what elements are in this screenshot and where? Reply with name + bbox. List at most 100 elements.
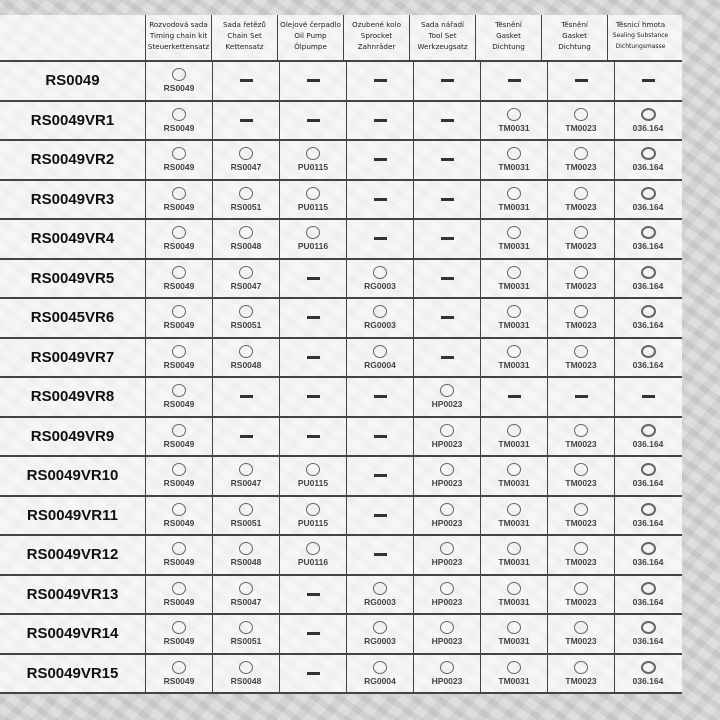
part-number[interactable]: TM0031 [498, 122, 530, 133]
part-number[interactable]: RG0003 [364, 320, 396, 331]
part-number[interactable]: RS0049 [163, 596, 195, 607]
part-number[interactable]: TM0023 [565, 675, 597, 686]
part-number[interactable]: RG0003 [364, 636, 396, 647]
part-number[interactable]: RG0004 [364, 359, 396, 370]
part-number[interactable]: TM0031 [498, 478, 530, 489]
part-number[interactable]: RS0048 [230, 241, 262, 252]
part-number[interactable]: RS0051 [230, 201, 262, 212]
part-number[interactable]: TM0031 [498, 675, 530, 686]
part-number[interactable]: RS0048 [230, 675, 262, 686]
part-number[interactable]: RS0049 [163, 320, 195, 331]
part-number[interactable]: RS0049 [163, 557, 195, 568]
part-number[interactable]: RS0051 [230, 636, 262, 647]
part-number[interactable]: PU0116 [297, 241, 329, 252]
part-number[interactable]: 036.164 [632, 438, 664, 449]
kit-number[interactable]: RS0049VR8 [30, 388, 115, 406]
part-number[interactable]: TM0023 [565, 201, 597, 212]
part-number[interactable]: RS0049 [163, 636, 195, 647]
kit-number[interactable]: RS0045VR6 [30, 309, 115, 327]
part-number[interactable]: TM0023 [565, 241, 597, 252]
kit-number[interactable]: RS0049VR14 [26, 625, 119, 643]
part-number[interactable]: TM0023 [565, 596, 597, 607]
part-number[interactable]: RS0049 [163, 438, 195, 449]
part-number[interactable]: 036.164 [632, 241, 664, 252]
part-number[interactable]: 036.164 [632, 162, 664, 173]
part-number[interactable]: 036.164 [632, 478, 664, 489]
part-number[interactable]: TM0023 [565, 320, 597, 331]
part-number[interactable]: RS0051 [230, 320, 262, 331]
kit-number[interactable]: RS0049VR10 [26, 467, 119, 485]
part-number[interactable]: RG0003 [364, 280, 396, 291]
part-number[interactable]: TM0031 [498, 438, 530, 449]
part-number[interactable]: TM0031 [498, 557, 530, 568]
kit-number[interactable]: RS0049VR5 [30, 269, 115, 287]
part-number[interactable]: RS0049 [163, 675, 195, 686]
part-number[interactable]: 036.164 [632, 557, 664, 568]
part-number[interactable]: RG0004 [364, 675, 396, 686]
part-number[interactable]: 036.164 [632, 596, 664, 607]
part-number[interactable]: TM0031 [498, 241, 530, 252]
part-number[interactable]: RS0049 [163, 83, 195, 94]
part-number[interactable]: RS0047 [230, 478, 262, 489]
part-number[interactable]: RS0049 [163, 280, 195, 291]
part-number[interactable]: TM0031 [498, 162, 530, 173]
part-number[interactable]: RS0047 [230, 596, 262, 607]
part-number[interactable]: PU0116 [297, 557, 329, 568]
part-number[interactable]: TM0031 [498, 517, 530, 528]
part-number[interactable]: TM0031 [498, 596, 530, 607]
part-number[interactable]: HP0023 [431, 675, 463, 686]
part-number[interactable]: RG0003 [364, 596, 396, 607]
kit-number[interactable]: RS0049VR2 [30, 151, 115, 169]
part-number[interactable]: RS0051 [230, 517, 262, 528]
part-number[interactable]: RS0047 [230, 162, 262, 173]
part-number[interactable]: PU0115 [297, 201, 329, 212]
part-number[interactable]: 036.164 [632, 201, 664, 212]
part-number[interactable]: TM0023 [565, 280, 597, 291]
part-number[interactable]: RS0049 [163, 201, 195, 212]
part-number[interactable]: RS0049 [163, 122, 195, 133]
kit-number[interactable]: RS0049VR13 [26, 585, 119, 603]
part-number[interactable]: RS0049 [163, 359, 195, 370]
part-number[interactable]: TM0031 [498, 359, 530, 370]
part-number[interactable]: TM0031 [498, 201, 530, 212]
part-number[interactable]: 036.164 [632, 675, 664, 686]
kit-number[interactable]: RS0049VR1 [30, 111, 115, 129]
part-number[interactable]: PU0115 [297, 478, 329, 489]
part-number[interactable]: RS0049 [163, 478, 195, 489]
kit-number[interactable]: RS0049VR7 [30, 348, 115, 366]
part-number[interactable]: HP0023 [431, 636, 463, 647]
part-number[interactable]: RS0049 [163, 517, 195, 528]
part-number[interactable]: 036.164 [632, 280, 664, 291]
part-number[interactable]: 036.164 [632, 359, 664, 370]
part-number[interactable]: RS0049 [163, 162, 195, 173]
part-number[interactable]: RS0048 [230, 557, 262, 568]
part-number[interactable]: TM0031 [498, 636, 530, 647]
part-number[interactable]: TM0023 [565, 438, 597, 449]
part-number[interactable]: TM0031 [498, 320, 530, 331]
part-number[interactable]: HP0023 [431, 438, 463, 449]
kit-number[interactable]: RS0049VR15 [26, 664, 119, 682]
part-number[interactable]: HP0023 [431, 557, 463, 568]
part-number[interactable]: TM0023 [565, 162, 597, 173]
part-number[interactable]: 036.164 [632, 320, 664, 331]
part-number[interactable]: RS0049 [163, 241, 195, 252]
kit-number[interactable]: RS0049 [45, 72, 100, 90]
part-number[interactable]: 036.164 [632, 517, 664, 528]
kit-number[interactable]: RS0049VR12 [26, 546, 119, 564]
part-number[interactable]: TM0023 [565, 517, 597, 528]
kit-number[interactable]: RS0049VR11 [27, 506, 118, 524]
part-number[interactable]: 036.164 [632, 636, 664, 647]
part-number[interactable]: HP0023 [431, 517, 463, 528]
part-number[interactable]: RS0049 [163, 399, 195, 410]
part-number[interactable]: HP0023 [431, 596, 463, 607]
part-number[interactable]: PU0115 [297, 162, 329, 173]
part-number[interactable]: RS0048 [230, 359, 262, 370]
part-number[interactable]: HP0023 [431, 399, 463, 410]
kit-number[interactable]: RS0049VR4 [30, 230, 115, 248]
part-number[interactable]: TM0023 [565, 122, 597, 133]
part-number[interactable]: TM0023 [565, 478, 597, 489]
part-number[interactable]: 036.164 [632, 122, 664, 133]
part-number[interactable]: TM0023 [565, 636, 597, 647]
part-number[interactable]: TM0023 [565, 557, 597, 568]
part-number[interactable]: TM0023 [565, 359, 597, 370]
